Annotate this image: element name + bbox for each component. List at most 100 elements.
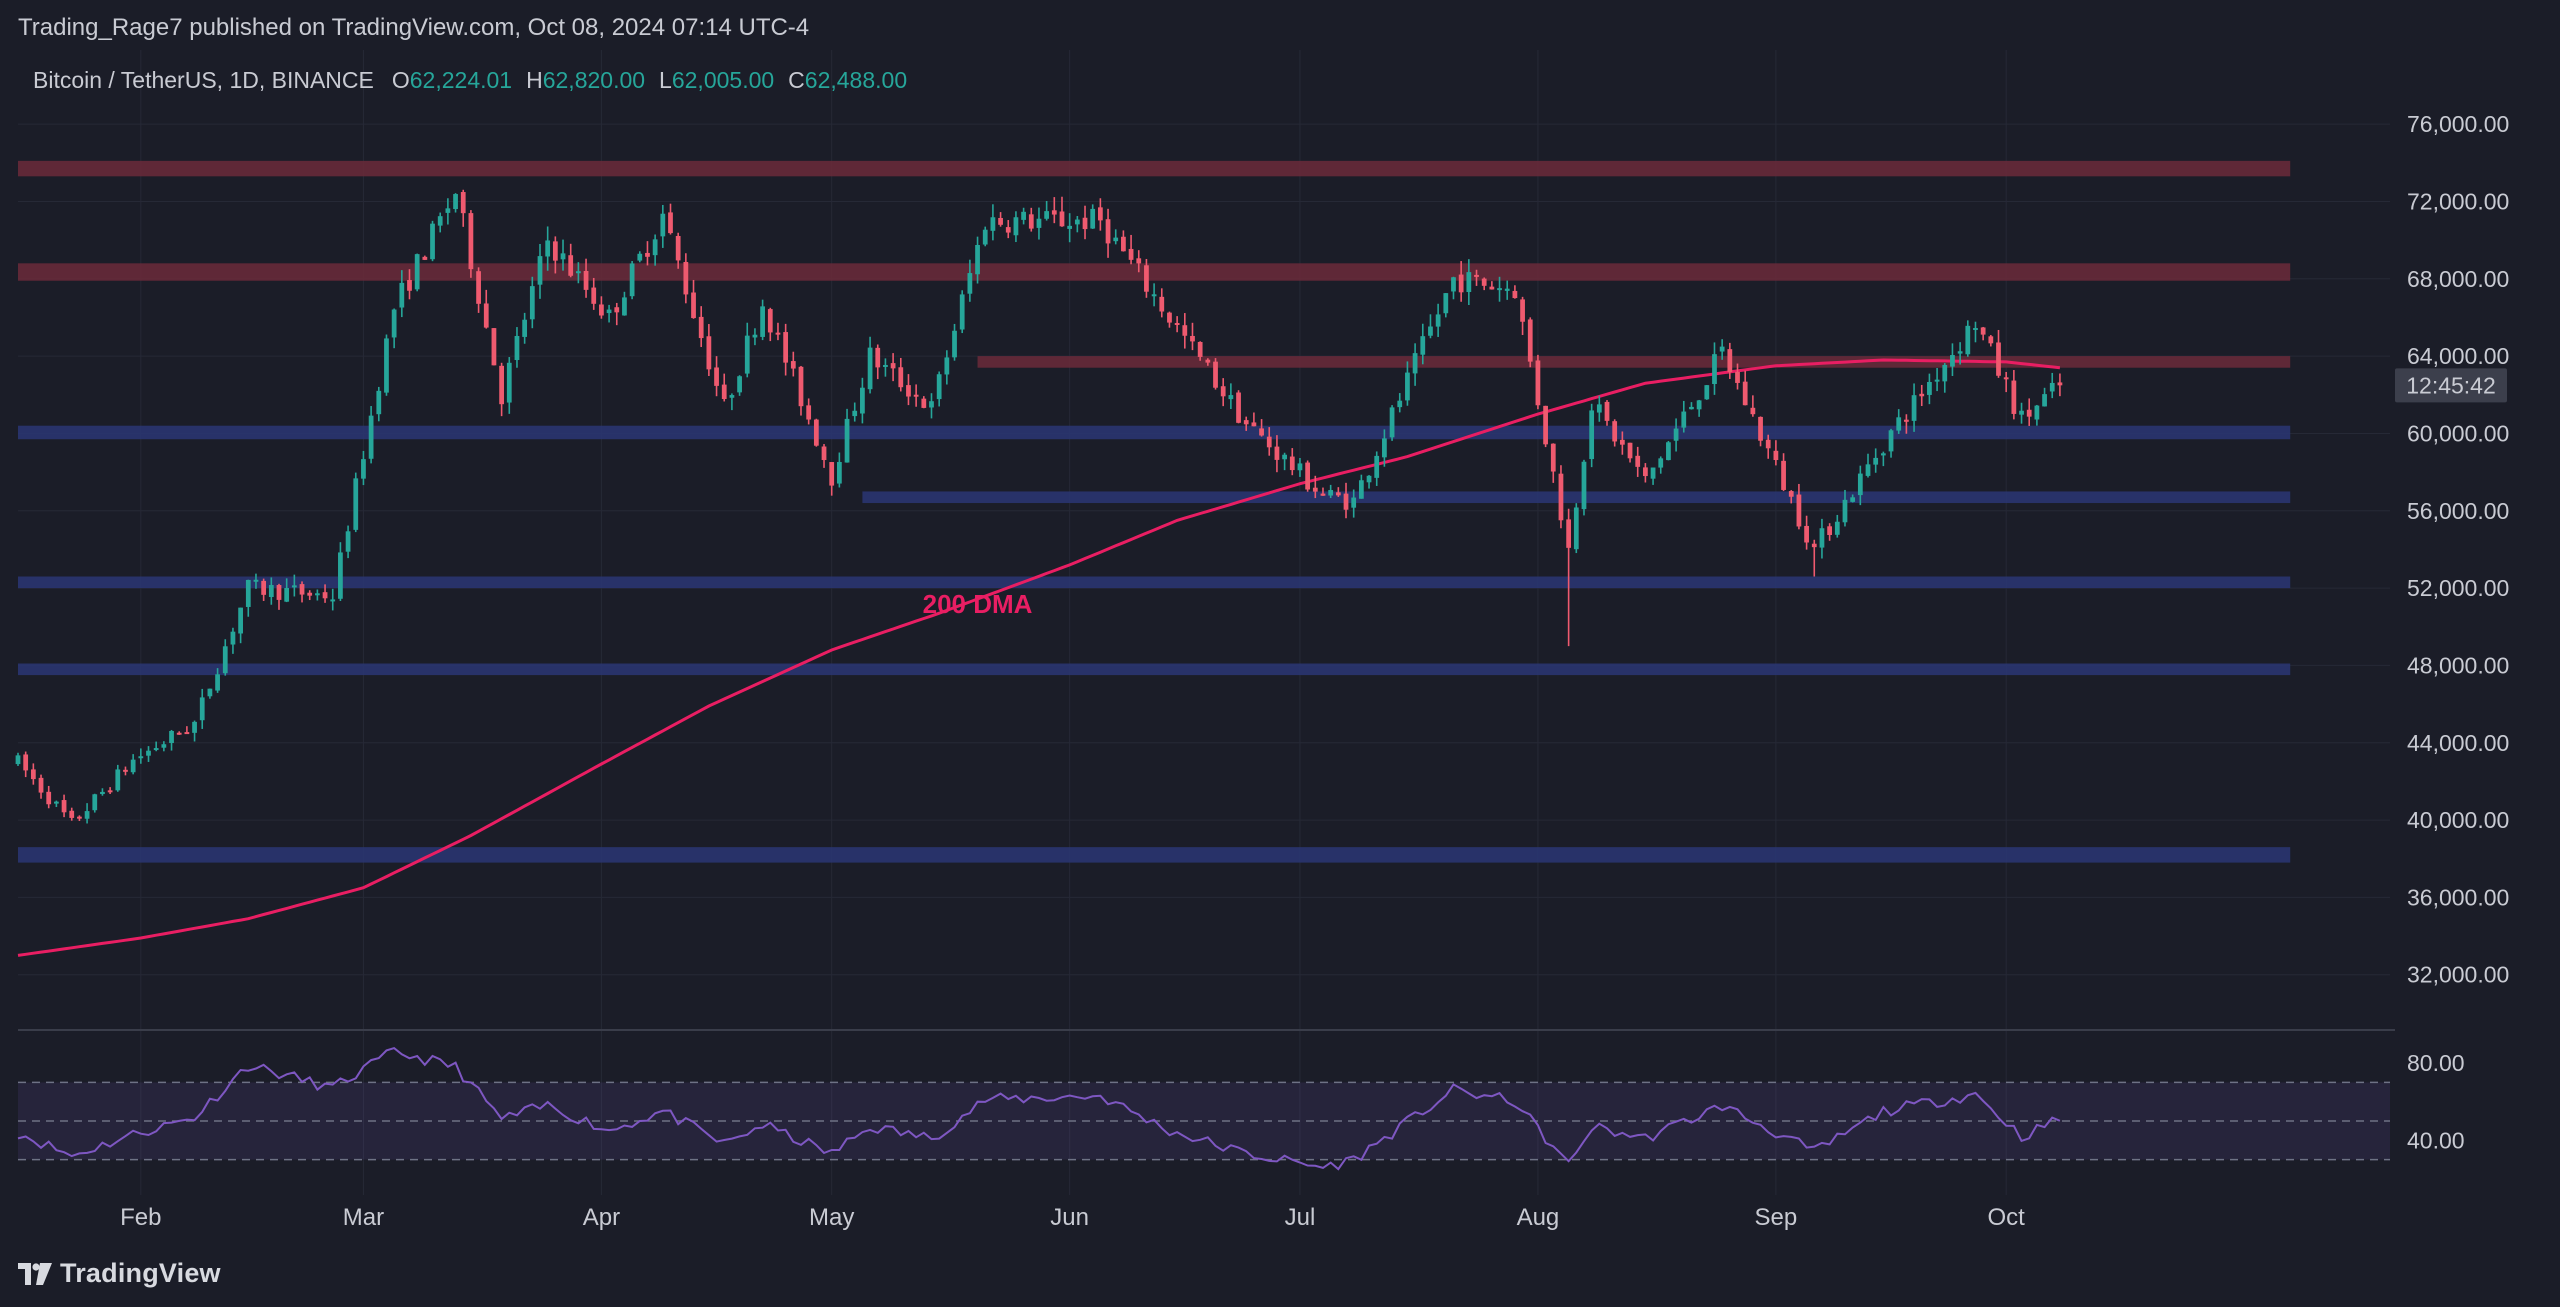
price-tick-label: 72,000.00 xyxy=(2407,188,2509,214)
candle-body xyxy=(706,336,712,370)
candle-body xyxy=(1243,420,1249,425)
candle-body xyxy=(944,357,950,375)
candle-body xyxy=(1558,473,1564,521)
candle-body xyxy=(276,585,282,600)
candle-body xyxy=(1382,438,1387,458)
candle-body xyxy=(998,217,1003,225)
price-tick-label: 32,000.00 xyxy=(2407,962,2509,988)
resistance-zone xyxy=(18,160,2291,177)
candle-body xyxy=(1896,417,1902,431)
candle-body xyxy=(499,365,504,405)
candle-body xyxy=(422,256,428,260)
candle-body xyxy=(1758,416,1763,441)
month-label: Jul xyxy=(1285,1204,1316,1231)
candle-body xyxy=(1144,265,1149,292)
candle-body xyxy=(107,790,113,793)
attribution-text: Trading_Rage7 published on TradingView.c… xyxy=(18,14,810,41)
candle-body xyxy=(1289,456,1295,471)
candle-body xyxy=(921,398,927,408)
candle-body xyxy=(1428,326,1433,336)
candle-body xyxy=(1443,293,1449,314)
candle-body xyxy=(1804,525,1809,543)
candle-body xyxy=(1236,392,1241,423)
support-zone xyxy=(18,663,2291,676)
candle-body xyxy=(261,580,267,595)
support-zone xyxy=(862,491,2291,504)
candle-body xyxy=(84,811,90,819)
candle-body xyxy=(1420,336,1426,355)
candle-body xyxy=(1074,219,1080,225)
candle-body xyxy=(1712,354,1717,385)
candle-body xyxy=(1704,385,1710,400)
support-zone xyxy=(18,425,2291,440)
candle-body xyxy=(1781,460,1786,490)
candle-body xyxy=(100,791,105,795)
candle-body xyxy=(192,721,197,733)
candle-body xyxy=(852,410,858,417)
candle-body xyxy=(2049,382,2055,392)
month-label: Aug xyxy=(1517,1204,1560,1231)
candle-body xyxy=(1251,422,1257,427)
candle-body xyxy=(1205,359,1211,363)
candle-body xyxy=(430,223,435,260)
candle-body xyxy=(1466,272,1472,293)
candle-body xyxy=(813,419,819,446)
candle-body xyxy=(1136,258,1142,264)
candle-body xyxy=(1573,507,1579,550)
candle-body xyxy=(936,374,942,400)
ohlc-key: C xyxy=(788,67,805,93)
candle-body xyxy=(1980,327,1986,335)
candle-body xyxy=(729,395,735,398)
candle-body xyxy=(1451,277,1456,292)
dma-label: 200 DMA xyxy=(923,589,1033,619)
month-label: Apr xyxy=(583,1204,620,1231)
candle-body xyxy=(1727,349,1733,373)
candle-body xyxy=(783,332,789,363)
candle-body xyxy=(1719,346,1725,352)
candle-body xyxy=(1589,410,1595,460)
tradingview-logo[interactable]: TradingView xyxy=(18,1258,221,1289)
candle-body xyxy=(691,292,696,319)
candle-body xyxy=(1090,208,1096,229)
candle-body xyxy=(1796,494,1802,527)
candle-body xyxy=(1911,395,1917,421)
candle-body xyxy=(1742,381,1748,406)
candle-body xyxy=(445,208,451,213)
candle-body xyxy=(1312,487,1318,492)
candle-body xyxy=(361,459,366,479)
candle-body xyxy=(1773,450,1779,461)
candle-body xyxy=(476,271,481,304)
rsi-line xyxy=(17,1046,2061,1171)
candle-body xyxy=(1197,341,1203,357)
candle-body xyxy=(1105,219,1111,244)
candle-body xyxy=(1873,457,1879,465)
candle-body xyxy=(890,363,896,369)
sr-zones xyxy=(18,160,2291,863)
price-tick-label: 64,000.00 xyxy=(2407,343,2509,369)
candle-body xyxy=(460,192,466,214)
candle-body xyxy=(1850,497,1856,502)
candle-body xyxy=(1650,467,1656,479)
candle-body xyxy=(1343,493,1349,510)
candle-body xyxy=(483,303,489,328)
candle-body xyxy=(222,646,228,674)
candle-body xyxy=(1328,490,1334,496)
candle-body xyxy=(491,328,497,366)
candle-body xyxy=(1973,328,1978,331)
candle-body xyxy=(714,367,719,386)
price-tick-label: 76,000.00 xyxy=(2407,111,2509,137)
candle-body xyxy=(1635,455,1641,467)
candle-body xyxy=(522,319,528,337)
price-tick-label: 36,000.00 xyxy=(2407,884,2509,910)
candle-body xyxy=(1904,419,1909,422)
candle-body xyxy=(1159,296,1165,312)
candle-body xyxy=(1681,411,1687,428)
candle-body xyxy=(1182,325,1188,336)
candle-body xyxy=(1366,475,1372,483)
candle-body xyxy=(169,730,174,744)
candle-body xyxy=(952,330,957,358)
resistance-zone xyxy=(18,263,2291,281)
candle-body xyxy=(1320,493,1326,496)
candle-body xyxy=(1658,458,1664,468)
